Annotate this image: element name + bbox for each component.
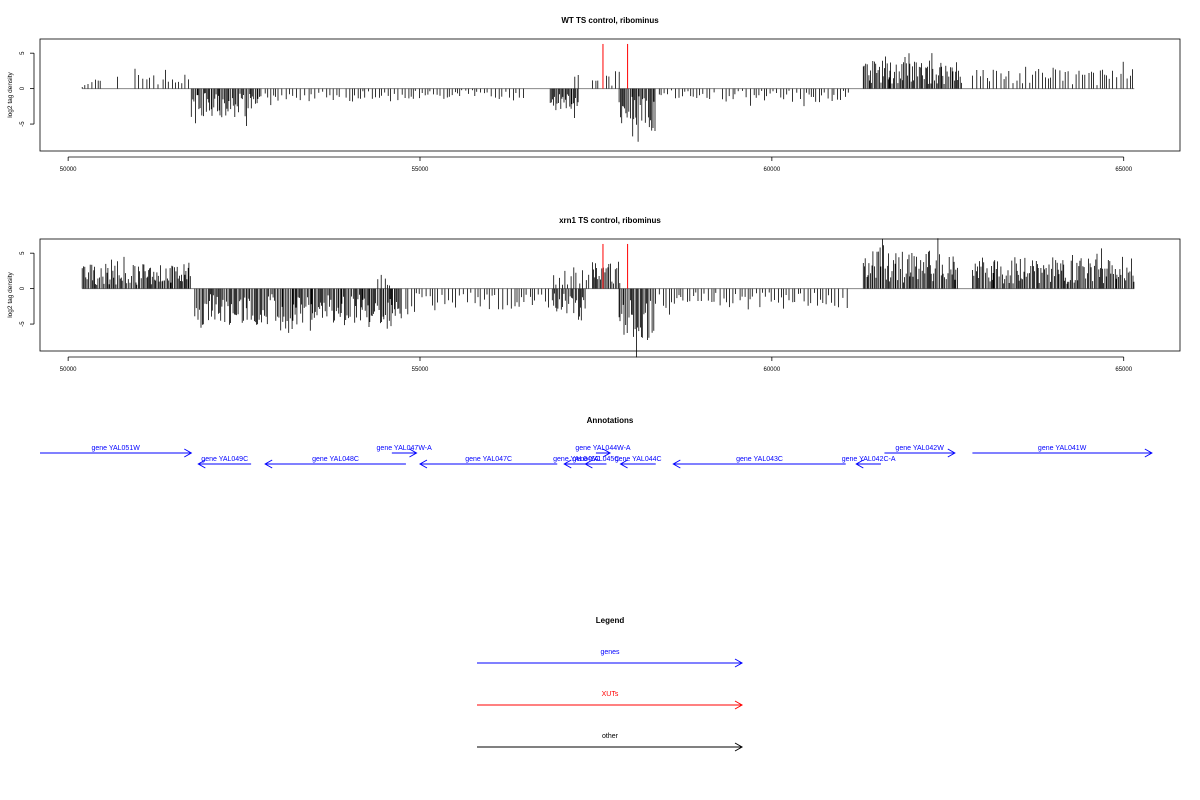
y-axis-label: log2 tag density bbox=[7, 271, 14, 317]
legend-items: genes XUTs other bbox=[477, 649, 744, 752]
gene-arrowhead bbox=[1144, 448, 1153, 458]
gene-label: gene YAL047W-A bbox=[377, 445, 433, 452]
gene-arrowhead bbox=[418, 459, 428, 469]
legend-arrowhead bbox=[734, 700, 744, 710]
gene-label: gene YAL048C bbox=[312, 456, 359, 463]
gene-arrowhead bbox=[184, 448, 193, 458]
gene-arrowhead bbox=[672, 459, 681, 469]
annotations-title: Annotations bbox=[587, 416, 634, 425]
panel-xrn1-ts-control: xrn1 TS control, ribominus log2 tag dens… bbox=[7, 216, 1181, 373]
gene-label: gene YAL044C bbox=[615, 456, 662, 463]
y-tick-label: 0 bbox=[20, 286, 26, 290]
gene-label: gene YAL046C bbox=[553, 456, 600, 463]
gene-label: gene YAL051W bbox=[91, 445, 140, 452]
x-tick-label: 60000 bbox=[764, 367, 781, 373]
panel-wt-ts-control: WT TS control, ribominus log2 tag densit… bbox=[7, 16, 1181, 173]
legend-arrowhead bbox=[734, 658, 744, 668]
x-tick-label: 65000 bbox=[1115, 167, 1132, 173]
y-tick-label: 0 bbox=[20, 86, 26, 90]
gene-arrowhead bbox=[563, 459, 572, 469]
gene-arrowhead bbox=[947, 448, 956, 458]
gene-label: gene YAL045C bbox=[573, 456, 620, 463]
gene-label: gene YAL041W bbox=[1038, 445, 1087, 452]
gene-arrowhead bbox=[602, 448, 612, 458]
y-tick-label: -5 bbox=[20, 121, 26, 127]
bars-group bbox=[81, 238, 1135, 358]
bars-group bbox=[81, 43, 1135, 142]
axes-group: 50000 55000 60000 65000 -5 0 5 bbox=[20, 51, 1133, 173]
x-tick-label: 55000 bbox=[412, 167, 429, 173]
panel-title: WT TS control, ribominus bbox=[561, 16, 659, 25]
gene-label: gene YAL047C bbox=[465, 456, 512, 463]
legend-title: Legend bbox=[596, 616, 625, 625]
legend-label: XUTs bbox=[602, 691, 619, 698]
x-tick-label: 55000 bbox=[412, 367, 429, 373]
gene-arrowhead bbox=[409, 448, 418, 458]
gene-label: gene YAL043C bbox=[736, 456, 783, 463]
y-axis-label: log2 tag density bbox=[7, 71, 14, 117]
x-tick-label: 50000 bbox=[60, 367, 77, 373]
y-tick-label: 5 bbox=[20, 51, 26, 55]
x-tick-label: 50000 bbox=[60, 167, 77, 173]
x-tick-label: 65000 bbox=[1115, 367, 1132, 373]
y-tick-label: 5 bbox=[20, 251, 26, 255]
x-tick-label: 60000 bbox=[764, 167, 781, 173]
plot-frame bbox=[39, 238, 1181, 352]
gene-arrowhead bbox=[197, 459, 206, 469]
legend-label: other bbox=[602, 733, 619, 740]
gene-label: gene YAL042W bbox=[895, 445, 944, 452]
legend-arrowhead bbox=[734, 742, 744, 752]
gene-label: gene YAL044W-A bbox=[575, 445, 631, 452]
axes-group: 50000 55000 60000 65000 -5 0 5 bbox=[20, 251, 1133, 373]
legend: Legend genes XUTs other bbox=[477, 616, 744, 752]
gene-label: gene YAL049C bbox=[201, 456, 248, 463]
gene-arrowhead bbox=[264, 459, 273, 469]
gene-arrowhead bbox=[855, 459, 864, 469]
gene-arrowhead bbox=[584, 459, 593, 469]
gene-label: gene YAL042C-A bbox=[842, 456, 896, 463]
legend-label: genes bbox=[600, 649, 620, 656]
panel-title: xrn1 TS control, ribominus bbox=[559, 216, 661, 225]
y-tick-label: -5 bbox=[20, 321, 26, 327]
gene-arrowhead bbox=[619, 459, 628, 469]
genes-group: gene YAL051W gene YAL049C gene YAL048C gene… bbox=[40, 445, 1153, 469]
plot-frame bbox=[39, 38, 1181, 152]
